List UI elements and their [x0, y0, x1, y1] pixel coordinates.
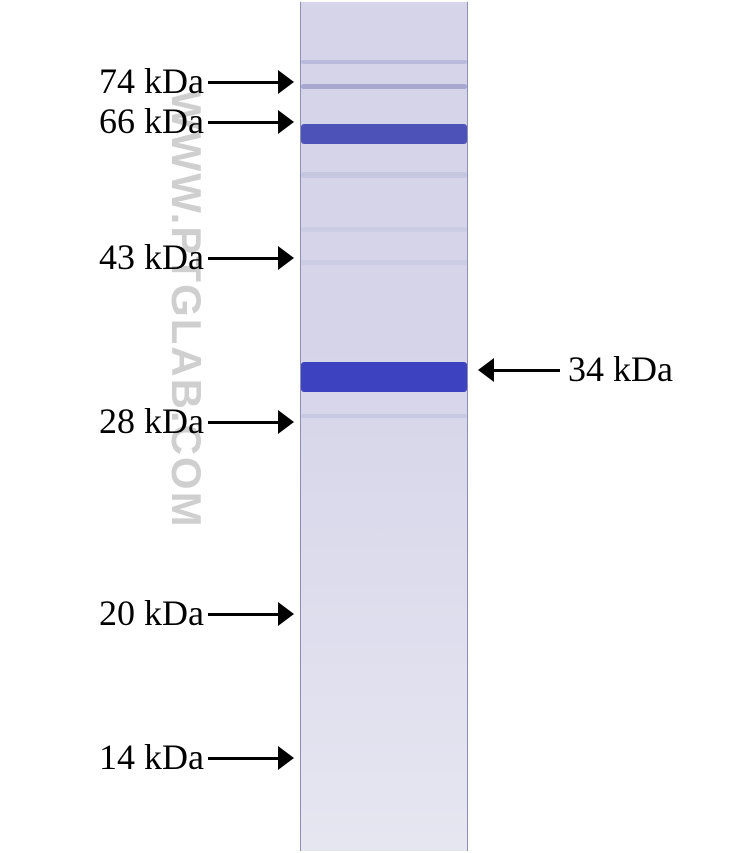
mw-marker-label: 66 kDa: [99, 100, 204, 142]
arrow-stem: [208, 757, 278, 760]
arrow-head-right-icon: [278, 70, 294, 94]
arrow-stem: [208, 613, 278, 616]
gel-band: [301, 362, 467, 392]
mw-marker-label: 43 kDa: [99, 236, 204, 278]
mw-marker-label: 20 kDa: [99, 592, 204, 634]
watermark: WWW.PTGLAB.COM: [162, 90, 210, 529]
mw-marker-label: 74 kDa: [99, 60, 204, 102]
target-band-label: 34 kDa: [568, 348, 673, 390]
arrow-head-right-icon: [278, 246, 294, 270]
gel-band: [301, 60, 467, 64]
mw-marker-label: 28 kDa: [99, 400, 204, 442]
arrow-head-right-icon: [278, 110, 294, 134]
arrow-head-right-icon: [278, 746, 294, 770]
gel-image: WWW.PTGLAB.COM74 kDa66 kDa 43 kDa 28 kDa 20…: [0, 0, 740, 853]
gel-band: [301, 124, 467, 144]
gel-band: [301, 414, 467, 418]
arrow-head-right-icon: [278, 410, 294, 434]
arrow-stem: [208, 121, 278, 124]
gel-band: [301, 84, 467, 89]
gel-band: [301, 260, 467, 265]
arrow-stem: [208, 421, 278, 424]
gel-lane: [300, 2, 468, 851]
arrow-stem: [490, 369, 560, 372]
arrow-stem: [208, 257, 278, 260]
arrow-head-right-icon: [278, 602, 294, 626]
gel-band: [301, 172, 467, 178]
gel-band: [301, 227, 467, 232]
arrow-stem: [208, 81, 278, 84]
mw-marker-label: 14 kDa: [99, 736, 204, 778]
